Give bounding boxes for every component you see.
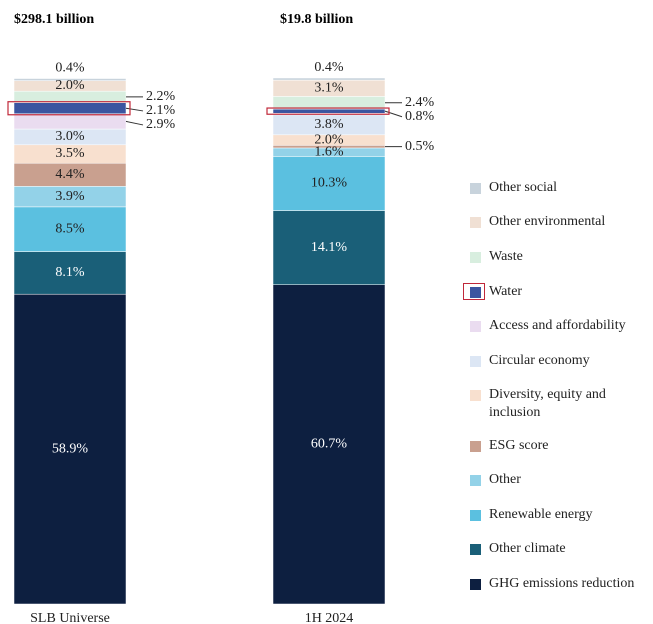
legend-label: Other climate — [489, 541, 566, 556]
bar-segment — [272, 284, 386, 605]
bar-segment — [13, 102, 127, 115]
legend-label: Other social — [489, 180, 558, 195]
bar-segment — [272, 210, 386, 285]
legend-label: ESG score — [489, 438, 549, 453]
legend-swatch — [470, 544, 481, 555]
bar-title: $19.8 billion — [280, 12, 353, 27]
value-label: 0.4% — [55, 61, 85, 76]
callout-line — [125, 120, 144, 126]
bar-segment — [272, 108, 386, 114]
value-label: 60.7% — [311, 437, 348, 452]
legend-swatch — [470, 579, 481, 590]
value-label: 3.5% — [55, 146, 85, 161]
legend-highlight — [463, 283, 485, 300]
bar-segment — [13, 113, 127, 130]
legend-label: Access and affordability — [489, 318, 626, 333]
value-label: 2.0% — [55, 78, 85, 93]
legend-swatch — [470, 321, 481, 332]
bar-title: $298.1 billion — [14, 12, 94, 27]
value-label: 2.2% — [146, 89, 176, 104]
value-label: 10.3% — [311, 176, 348, 191]
legend-label: Waste — [489, 249, 523, 264]
value-label: 0.4% — [314, 60, 344, 75]
legend-label: Water — [489, 284, 523, 299]
legend-label: Renewable energy — [489, 507, 593, 522]
legend-label: Diversity, equity and inclusion — [489, 387, 606, 420]
highlight-box — [7, 101, 131, 116]
highlight-box — [266, 107, 390, 115]
value-label: 8.1% — [55, 265, 85, 280]
bar-segment — [13, 251, 127, 295]
legend-swatch — [470, 356, 481, 367]
legend-swatch — [470, 475, 481, 486]
bar-segment — [272, 96, 386, 110]
value-label: 2.4% — [405, 95, 435, 110]
value-label: 1.6% — [314, 144, 344, 159]
category-label: SLB Universe — [30, 611, 110, 624]
legend-label: Circular economy — [489, 353, 590, 368]
value-label: 3.0% — [55, 129, 85, 144]
legend-label: Other environmental — [489, 214, 606, 229]
value-label: 2.1% — [146, 103, 176, 118]
value-label: 58.9% — [52, 441, 89, 456]
category-label: 1H 2024 — [305, 611, 354, 624]
value-label: 8.5% — [55, 221, 85, 236]
value-label: 14.1% — [311, 240, 348, 255]
value-label: 2.9% — [146, 117, 176, 132]
value-label: 2.0% — [314, 132, 344, 147]
callout-line — [125, 107, 144, 112]
value-label: 3.9% — [55, 189, 85, 204]
callout-line — [384, 110, 403, 118]
value-label: 0.8% — [405, 109, 435, 124]
legend-swatch — [470, 183, 481, 194]
legend-label: GHG emissions reduction — [489, 576, 635, 591]
legend-swatch — [470, 252, 481, 263]
legend-swatch — [470, 287, 481, 298]
legend-swatch — [470, 441, 481, 452]
bar-segment — [13, 78, 127, 81]
bar-segment — [272, 77, 386, 81]
legend-swatch — [470, 217, 481, 228]
legend-swatch — [470, 390, 481, 401]
value-label: 4.4% — [55, 167, 85, 182]
value-label: 3.1% — [314, 80, 344, 95]
value-label: 3.8% — [314, 117, 344, 132]
legend-label: Other — [489, 472, 521, 487]
bar-segment — [13, 293, 127, 605]
legend-swatch — [470, 510, 481, 521]
value-label: 0.5% — [405, 139, 435, 154]
